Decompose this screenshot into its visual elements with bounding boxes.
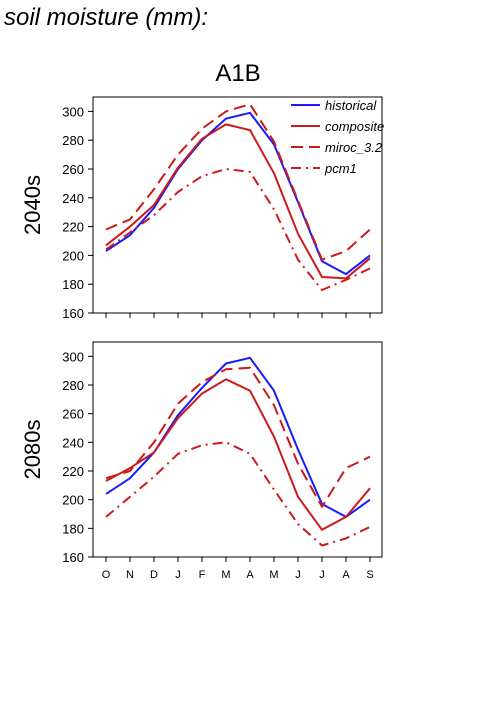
series-line-historical: [105, 111, 371, 276]
x-tick-label: O: [102, 569, 111, 581]
y-tick-label: 200: [62, 248, 84, 263]
x-tick-label: S: [366, 569, 373, 581]
legend-label: historical: [325, 98, 377, 113]
y-tick-label: 160: [62, 306, 84, 321]
series-line-miroc-3-2: [105, 103, 371, 261]
x-tick-label: A: [342, 569, 350, 581]
y-tick-label: 240: [62, 435, 84, 450]
y-axis-label: 2080s: [20, 420, 45, 480]
plot-frame: [92, 341, 383, 558]
x-tick-label: N: [126, 569, 134, 581]
y-tick-label: 240: [62, 191, 84, 206]
x-tick-label: D: [150, 569, 158, 581]
x-tick-label: J: [175, 569, 181, 581]
x-tick-label: M: [221, 569, 230, 581]
plot-frame: [92, 96, 383, 314]
series-line-composite: [105, 123, 371, 280]
y-tick-label: 200: [62, 493, 84, 508]
legend-label: pcm1: [324, 161, 357, 176]
legend: historical composite miroc_3.2 pcm1: [291, 98, 384, 176]
series-line-pcm1: [105, 168, 371, 291]
panel-2040s: 160 180 200 220 240 260 280 300 2040s historical c…: [20, 96, 384, 321]
x-tick-label: M: [269, 569, 278, 581]
x-tick-label: J: [295, 569, 301, 581]
y-tick-label: 300: [62, 104, 84, 119]
y-tick-label: 280: [62, 133, 84, 148]
y-tick-label: 260: [62, 162, 84, 177]
chart-panels: 160 180 200 220 240 260 280 300 2040s historical c…: [20, 96, 384, 581]
y-tick-label: 160: [62, 550, 84, 565]
x-tick-label: J: [319, 569, 325, 581]
y-tick-label: 220: [62, 464, 84, 479]
x-tick-label: F: [199, 569, 206, 581]
y-axis-label: 2040s: [20, 175, 45, 235]
y-tick-label: 220: [62, 220, 84, 235]
series-line-miroc-3-2: [105, 366, 371, 508]
series-line-historical: [105, 356, 371, 518]
y-tick-label: 260: [62, 407, 84, 422]
series-line-composite: [105, 378, 371, 531]
y-tick-label: 280: [62, 378, 84, 393]
panel-2080s: 160 180 200 220 240 260 280 300 O N D J F M A M J J A S 2080…: [20, 341, 383, 581]
page-title: soil moisture (mm):: [4, 4, 209, 31]
legend-label: composite: [325, 119, 384, 134]
y-tick-label: 300: [62, 349, 84, 364]
x-tick-label: A: [246, 569, 254, 581]
chart-title: A1B: [215, 60, 260, 87]
y-tick-label: 180: [62, 521, 84, 536]
series-line-pcm1: [105, 441, 371, 547]
legend-label: miroc_3.2: [325, 140, 383, 155]
y-tick-label: 180: [62, 277, 84, 292]
